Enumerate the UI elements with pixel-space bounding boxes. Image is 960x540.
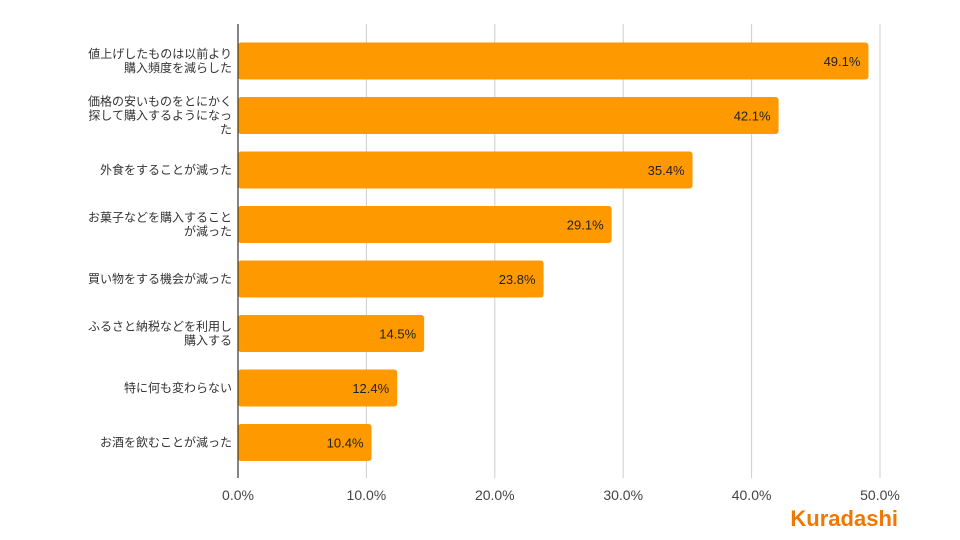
x-tick-label: 40.0% [732, 487, 772, 503]
category-label: ふるさと納税などを利用し [88, 320, 232, 334]
category-label: 価格の安いものをとにかく [88, 94, 232, 109]
bar [238, 42, 869, 80]
x-tick-label: 20.0% [475, 487, 515, 503]
category-label: 購入する [184, 334, 232, 348]
category-label: お菓子などを購入すること [88, 211, 232, 225]
data-label: 12.4% [352, 381, 389, 396]
category-label: 買い物をする機会が減った [88, 271, 232, 286]
bar [238, 97, 779, 134]
x-tick-label: 10.0% [347, 487, 387, 503]
data-label: 42.1% [734, 109, 771, 124]
bar [238, 424, 372, 461]
bar [238, 151, 693, 189]
category-label: お酒を飲むことが減った [100, 435, 232, 450]
x-tick-label: 0.0% [222, 487, 254, 503]
bar [238, 315, 425, 352]
category-label: 購入頻度を減らした [124, 60, 232, 75]
category-label: 値上げしたものは以前より [88, 46, 232, 61]
x-tick-label: 50.0% [860, 487, 900, 503]
bar [238, 369, 398, 407]
x-tick-label: 30.0% [603, 487, 643, 503]
bar [238, 260, 544, 298]
kuradashi-logo: Kuradashi [790, 506, 898, 531]
data-label: 10.4% [327, 436, 364, 451]
data-label: 49.1% [824, 54, 861, 69]
category-label: 特に何も変わらない [124, 380, 232, 395]
category-label: た [220, 123, 232, 137]
data-label: 29.1% [567, 218, 604, 233]
data-label: 14.5% [379, 327, 416, 342]
data-label: 23.8% [499, 272, 536, 287]
category-label: 探して購入するようになっ [88, 109, 232, 123]
data-label: 35.4% [648, 163, 685, 178]
bar [238, 206, 612, 243]
category-label: 外食をすることが減った [100, 162, 232, 177]
category-label: が減った [184, 224, 232, 239]
